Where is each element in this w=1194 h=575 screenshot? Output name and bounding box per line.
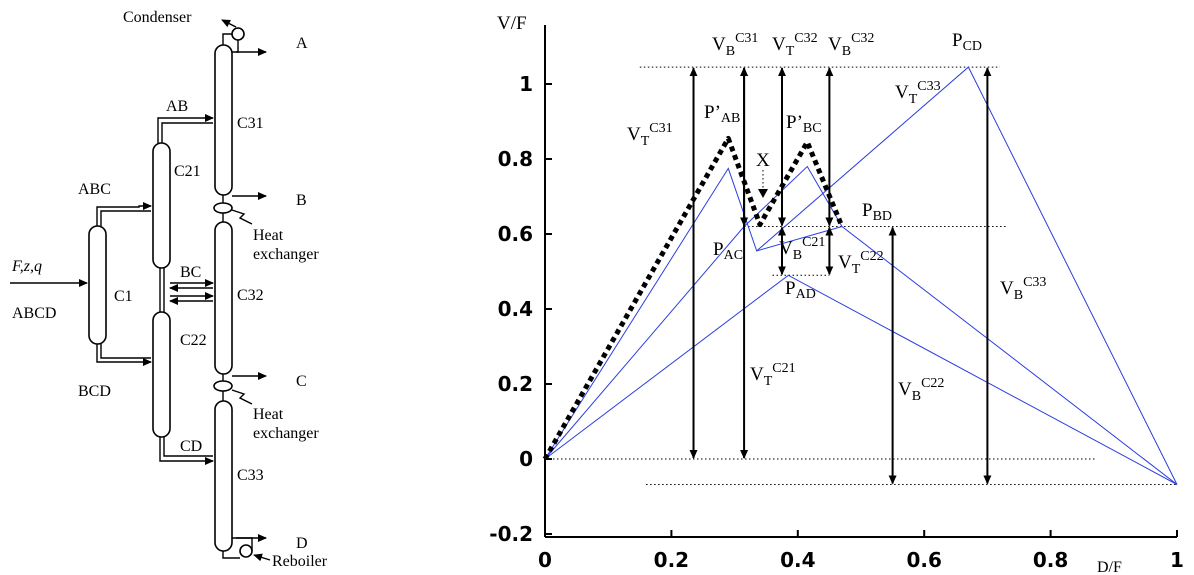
- y-tick-label: 1: [519, 72, 533, 96]
- label-c1: C1: [114, 288, 133, 305]
- stream-abc-label: ABC: [78, 181, 111, 198]
- x-axis-title: D/F: [1097, 559, 1122, 575]
- column-c1: [88, 225, 107, 345]
- column-vapor-curve: [544, 274, 1178, 485]
- label-c33: C33: [237, 467, 264, 484]
- feed-label: F,z,q: [11, 258, 42, 275]
- column-c33: [214, 400, 233, 552]
- heat-exchanger-1-label-line1: Heat: [253, 227, 284, 244]
- svg-text:VBC21: VBC21: [779, 235, 825, 263]
- y-tick-label: 0.4: [498, 297, 533, 321]
- annotation-pbc: P’BC: [786, 112, 822, 136]
- product-d-label: D: [296, 535, 308, 552]
- y-axis-title: V/F: [497, 13, 527, 34]
- annotation-vt-c21: VTC21: [750, 361, 796, 389]
- svg-text:VBC32: VBC32: [828, 31, 874, 59]
- stream-bc-label: BC: [180, 264, 201, 281]
- svg-text:PCD: PCD: [952, 30, 982, 54]
- heat-exchanger-2: [213, 380, 233, 392]
- annotation-pbd: PBD: [862, 200, 892, 224]
- column-c21: [152, 142, 171, 269]
- annotation-vb-c33: VBC33: [1000, 275, 1046, 303]
- annotation-vb-c21: VBC21: [779, 235, 825, 263]
- svg-text:PBD: PBD: [862, 200, 892, 224]
- svg-text:VTC33: VTC33: [895, 79, 941, 107]
- heat-exchanger-1: [213, 202, 233, 214]
- annotation-pad: PAD: [785, 278, 816, 302]
- stream-ab-label: AB: [166, 98, 188, 115]
- y-tick-label: 0.6: [498, 222, 533, 246]
- annotation-vb-c22: VBC22: [898, 376, 944, 404]
- column-c32: [214, 221, 233, 375]
- svg-text:VTC21: VTC21: [750, 361, 796, 389]
- column-c22: [152, 311, 171, 438]
- svg-text:VTC31: VTC31: [627, 121, 673, 149]
- annotation-vt-c33: VTC33: [895, 79, 941, 107]
- label-c21: C21: [174, 163, 201, 180]
- annotation-vt-c22: VTC22: [838, 249, 884, 277]
- x-tick-label: 0: [538, 548, 552, 572]
- svg-text:VTC22: VTC22: [838, 249, 884, 277]
- label-c22: C22: [180, 332, 207, 349]
- x-tick-label: 0.4: [780, 548, 815, 572]
- column-c31: [214, 44, 233, 196]
- annotation-vt-c31: VTC31: [627, 121, 673, 149]
- label-c31: C31: [237, 115, 264, 132]
- stream-cd-label: CD: [180, 438, 202, 455]
- x-tick-label: 0.6: [906, 548, 941, 572]
- annotation-pac: PAC: [713, 239, 743, 263]
- y-tick-label: 0.8: [498, 147, 533, 171]
- y-tick-label: -0.2: [489, 522, 533, 546]
- svg-text:VBC22: VBC22: [898, 376, 944, 404]
- svg-text:PAC: PAC: [713, 239, 743, 263]
- reboiler-label: Reboiler: [272, 553, 328, 570]
- x-tick-label: 0.8: [1033, 548, 1068, 572]
- svg-text:VBC31: VBC31: [712, 31, 758, 59]
- vmin-envelope-curve: [542, 135, 845, 461]
- vmin-diagram: -0.200.20.40.60.81 0 0.2 0.4 0.6 0.8 1 V/F D/…: [489, 13, 1184, 575]
- feed-composition-label: ABCD: [12, 305, 56, 322]
- svg-text:X: X: [756, 150, 770, 171]
- x-tick-label: 0.2: [654, 548, 689, 572]
- reboiler: [239, 544, 253, 558]
- heat-exchanger-2-label-line1: Heat: [253, 406, 284, 423]
- annotation-pab: P’AB: [704, 102, 740, 126]
- heat-exchanger-2-label-line2: exchanger: [253, 425, 319, 442]
- x-tick-label: 1: [1170, 548, 1184, 572]
- product-a-label: A: [296, 35, 308, 52]
- stream-bcd-label: BCD: [78, 383, 111, 400]
- column-vapor-curve: [544, 165, 1178, 485]
- annotation-vt-c32: VTC32: [772, 31, 818, 59]
- label-c32: C32: [237, 287, 264, 304]
- condenser-label: Condenser: [123, 9, 192, 26]
- product-b-label: B: [296, 192, 307, 209]
- y-tick-label: 0: [519, 447, 533, 471]
- annotation-x: X: [756, 150, 770, 198]
- condenser: [231, 27, 245, 41]
- svg-text:VTC32: VTC32: [772, 31, 818, 59]
- annotation-pcd: PCD: [952, 30, 982, 54]
- product-c-label: C: [296, 373, 307, 390]
- svg-text:P’AB: P’AB: [704, 102, 740, 126]
- annotation-vb-c31: VBC31: [712, 31, 758, 59]
- svg-text:VBC33: VBC33: [1000, 275, 1046, 303]
- flowsheet-diagram: C1 C21 C22 C31 C32 C33 F,z,q ABCD ABC BC…: [10, 9, 328, 570]
- annotation-vb-c32: VBC32: [828, 31, 874, 59]
- y-tick-label: 0.2: [498, 372, 533, 396]
- svg-text:PAD: PAD: [785, 278, 816, 302]
- heat-exchanger-1-label-line2: exchanger: [253, 246, 319, 263]
- svg-text:P’BC: P’BC: [786, 112, 822, 136]
